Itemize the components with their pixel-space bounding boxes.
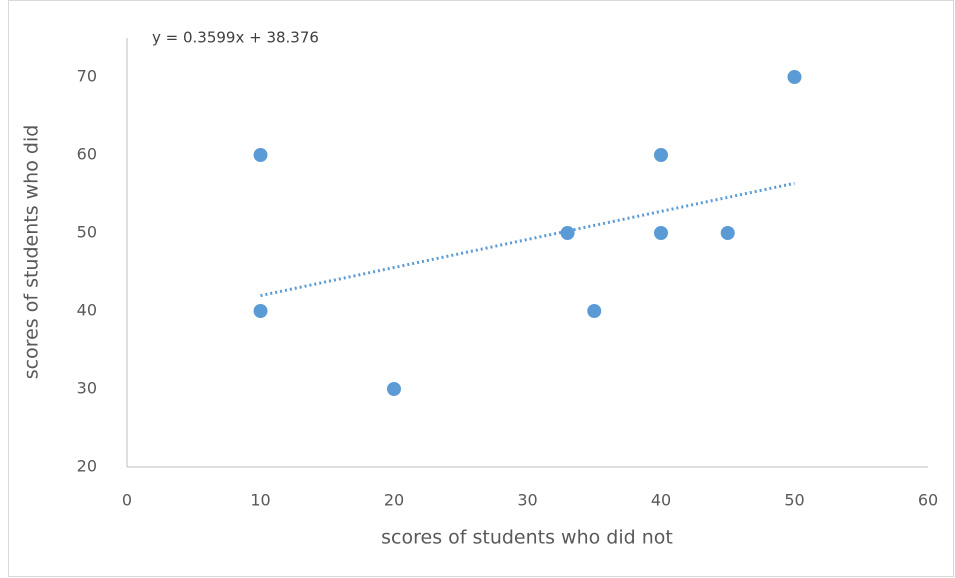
point xyxy=(560,226,575,240)
y-tick-label: 70 xyxy=(77,67,97,86)
trendline xyxy=(260,181,795,298)
x-tick-label: 0 xyxy=(122,491,132,510)
chart-frame xyxy=(8,0,954,577)
point xyxy=(587,304,602,318)
y-tick-label: 40 xyxy=(77,301,97,320)
point xyxy=(654,148,668,162)
x-tick-label: 60 xyxy=(918,491,938,510)
y-tick-label: 60 xyxy=(77,145,97,164)
y-tick-label: 20 xyxy=(77,457,97,476)
trendline-equation: y = 0.3599x + 38.376 xyxy=(152,29,319,47)
point xyxy=(720,226,735,240)
x-tick-label: 40 xyxy=(651,491,671,510)
x-tick-label: 50 xyxy=(784,491,804,510)
point xyxy=(654,226,668,240)
y-axis-title: scores of students who did xyxy=(21,125,43,380)
y-tick-label: 50 xyxy=(77,223,97,242)
x-axis-title: scores of students who did not xyxy=(381,527,673,549)
point xyxy=(787,70,802,84)
y-tick-label: 30 xyxy=(77,379,97,398)
x-tick-label: 10 xyxy=(250,491,270,510)
point xyxy=(253,148,268,162)
point xyxy=(253,304,268,318)
x-tick-label: 20 xyxy=(384,491,404,510)
x-tick-label: 30 xyxy=(517,491,537,510)
point xyxy=(387,382,401,396)
